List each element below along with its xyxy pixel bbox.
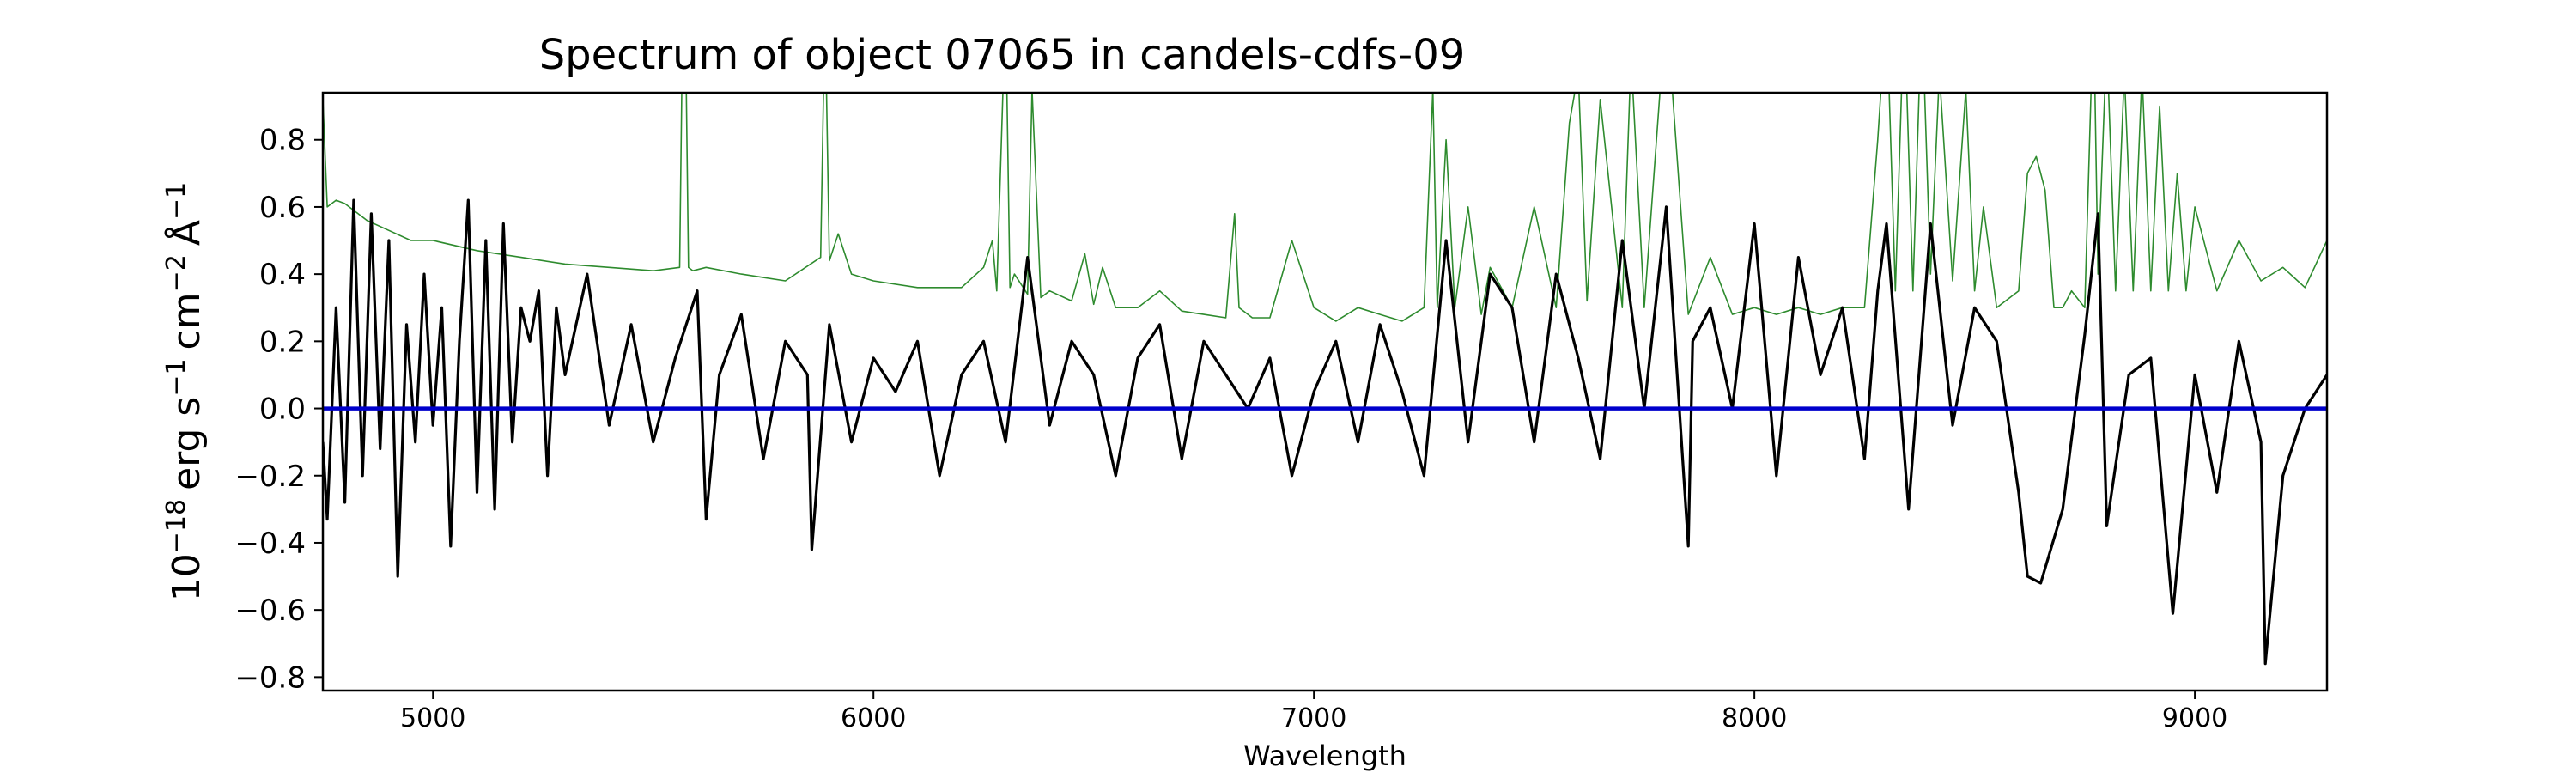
plot-area — [321, 91, 2329, 692]
y-tick-label: 0.6 — [259, 191, 306, 225]
y-label-base: 10 — [165, 553, 209, 601]
x-axis-label: Wavelength — [1243, 740, 1406, 772]
x-tick-label: 9000 — [2162, 703, 2227, 733]
series-line-flux — [323, 198, 2327, 666]
plot-frame — [321, 91, 2329, 692]
y-label-s-exponent: −1 — [161, 358, 191, 396]
x-tick-label: 8000 — [1722, 703, 1787, 733]
y-tick-label: −0.6 — [234, 593, 306, 628]
chart-title: Spectrum of object 07065 in candels-cdfs… — [539, 31, 1466, 79]
y-tick-label: 0.8 — [259, 124, 306, 158]
y-tick-label: 0.0 — [259, 393, 306, 427]
x-tick-label: 6000 — [841, 703, 906, 733]
y-tick-label: −0.8 — [234, 660, 306, 695]
y-tick-label: 0.2 — [259, 325, 306, 359]
y-label-angstrom: Å — [163, 220, 209, 246]
y-tick-label: −0.2 — [234, 460, 306, 494]
series-group — [323, 93, 2327, 666]
y-tick-label: −0.4 — [234, 526, 306, 561]
series-line-error — [323, 93, 2327, 322]
x-tick-label: 7000 — [1281, 703, 1346, 733]
y-label-erg-s: erg s — [165, 397, 209, 490]
y-tick-label: 0.4 — [259, 258, 306, 292]
x-axis: 5000 6000 7000 8000 9000 — [400, 691, 2227, 733]
y-label-base-exponent: −18 — [161, 499, 191, 553]
y-label-cm: cm — [165, 292, 209, 350]
x-tick-label: 5000 — [400, 703, 465, 733]
y-label-cm-exponent: −2 — [161, 254, 191, 292]
y-axis: −0.8 −0.6 −0.4 −0.2 0.0 0.2 0.4 0.6 0.8 — [234, 124, 323, 695]
y-label-angstrom-exponent: −1 — [161, 182, 191, 220]
y-axis-label: 10−18erg s−1cm−2Å−1 — [161, 182, 209, 601]
